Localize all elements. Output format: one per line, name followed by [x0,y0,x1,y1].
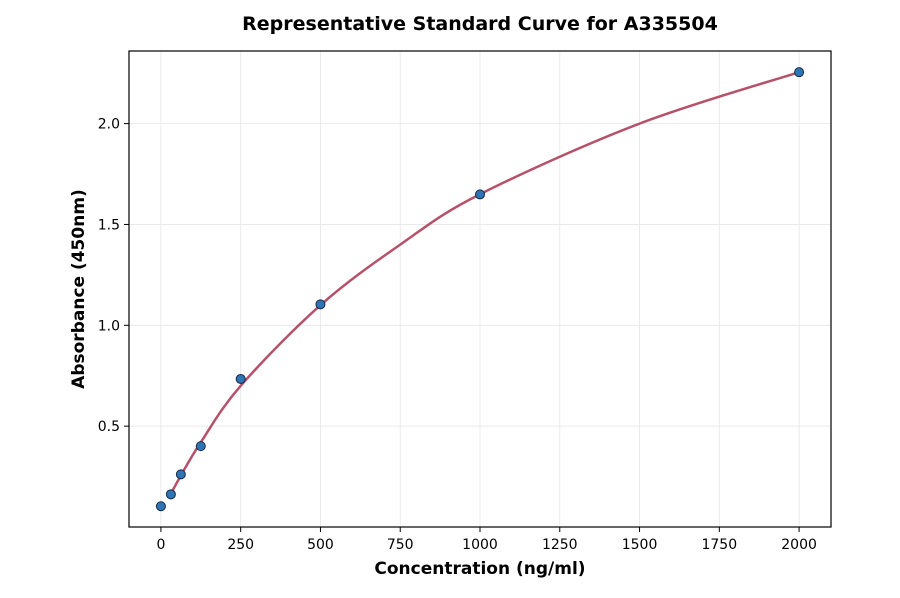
data-point [315,299,326,310]
x-tick-label: 0 [156,537,165,553]
y-tick-label: 2.0 [98,117,120,133]
y-tick-label: 1.0 [98,318,120,334]
x-tick-label: 1500 [622,537,658,553]
x-tick-label: 750 [387,537,414,553]
data-point [175,469,186,480]
data-point [794,67,805,78]
x-tick-label: 1000 [462,537,498,553]
data-point [165,489,176,500]
fit-curve [169,70,800,495]
y-tick-label: 0.5 [98,419,120,435]
x-axis-label: Concentration (ng/ml) [374,559,585,579]
grid [129,51,831,527]
x-tick-label: 1750 [701,537,737,553]
chart-title: Representative Standard Curve for A33550… [242,13,718,35]
data-points [155,67,805,512]
x-tick-label: 2000 [781,537,817,553]
x-tick-label: 250 [227,537,254,553]
data-point [155,501,166,512]
x-tick-label: 500 [307,537,334,553]
x-tick-label: 1250 [542,537,578,553]
y-tick-label: 1.5 [98,217,120,233]
x-axis-ticks: 0 250 500 750 1000 1250 1500 1750 2000 [156,527,817,553]
data-point [195,441,206,452]
y-axis-label: Absorbance (450nm) [69,189,89,389]
data-point [475,189,485,200]
data-point [235,373,246,384]
y-axis-ticks: 0.5 1.0 1.5 2.0 [98,117,129,435]
